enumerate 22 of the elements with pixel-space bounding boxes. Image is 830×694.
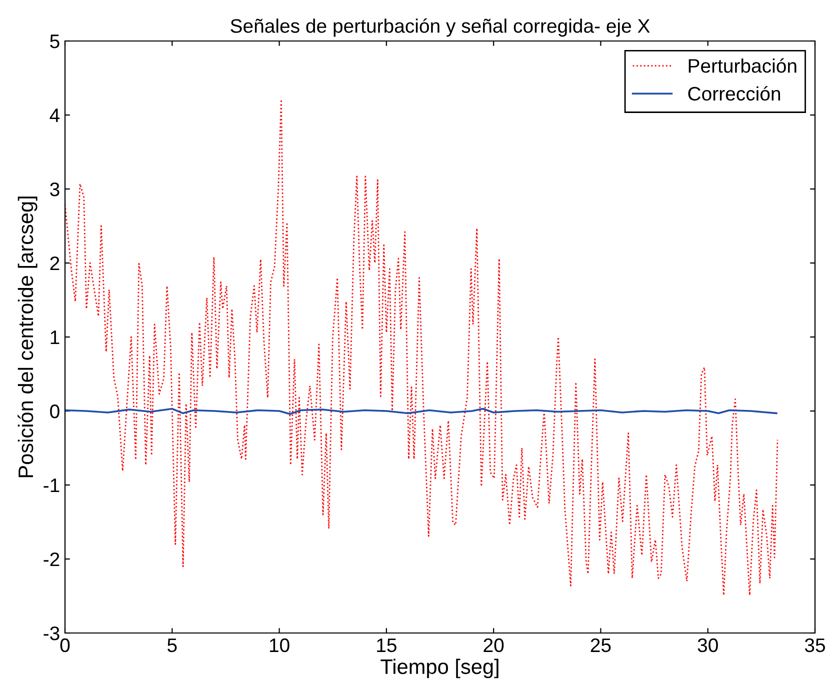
y-tick-label: -2 <box>44 552 60 566</box>
x-tick-label: 35 <box>804 638 825 652</box>
y-axis-title: Posición del centroide [arcseg] <box>18 196 38 478</box>
x-tick-label: 15 <box>377 638 396 652</box>
x-tick-label: 20 <box>484 638 504 652</box>
y-tick-label: 4 <box>50 108 60 122</box>
y-tick-label: 2 <box>50 256 60 270</box>
legend-label: Perturbación <box>688 58 796 73</box>
y-tick-label: -1 <box>44 478 60 492</box>
x-tick-label: 0 <box>60 638 70 652</box>
y-tick-label: 5 <box>50 34 60 48</box>
x-tick-label: 30 <box>698 638 718 652</box>
y-tick-label: 3 <box>50 182 60 196</box>
chart-title: Señales de perturbación y señal corregida- eje X <box>230 18 650 37</box>
y-tick-label: -3 <box>44 626 60 640</box>
x-tick-label: 25 <box>590 638 611 652</box>
x-tick-label: 10 <box>270 638 290 652</box>
x-axis-title: Tiempo [seg] <box>380 658 498 678</box>
legend-label: Corrección <box>688 86 780 101</box>
y-tick-label: 1 <box>50 330 60 344</box>
y-tick-label: 0 <box>50 404 60 418</box>
x-tick-label: 5 <box>168 638 177 652</box>
